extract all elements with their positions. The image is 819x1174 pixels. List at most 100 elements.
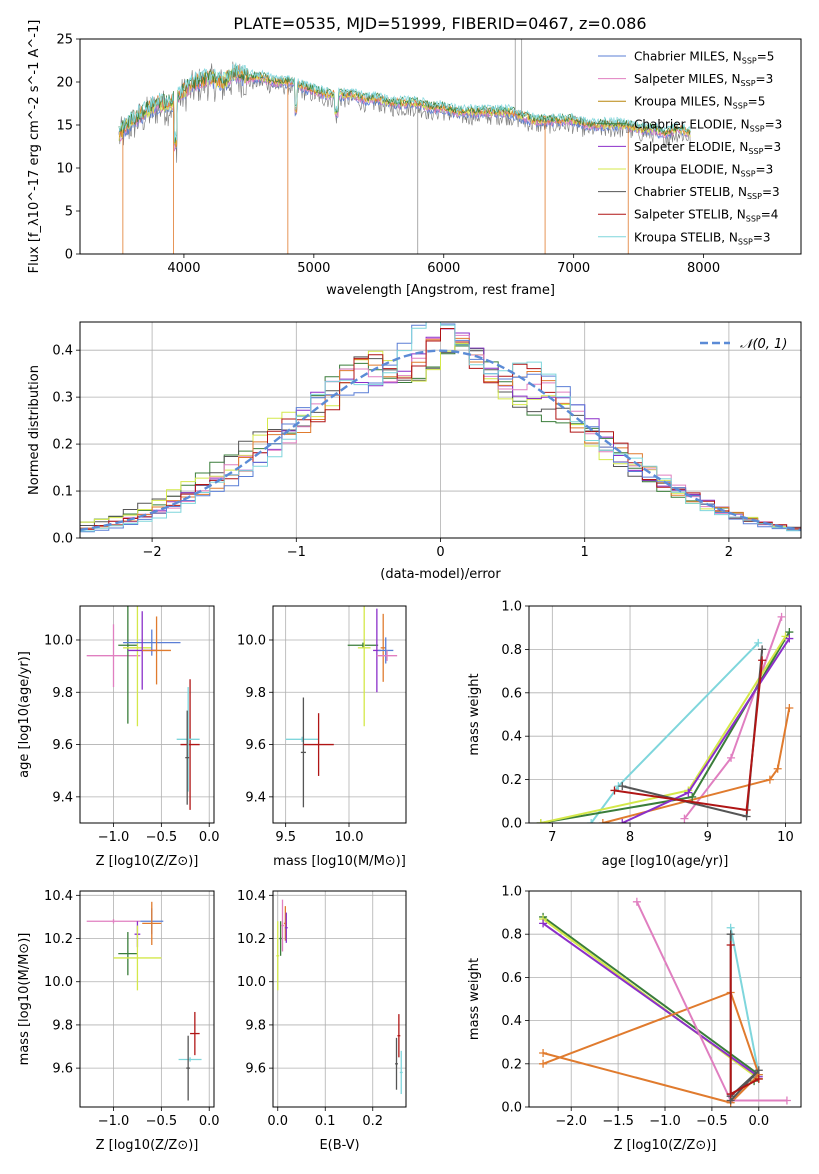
y-axis-label: Normed distribution: [27, 365, 42, 495]
axes-frame: [79, 605, 215, 824]
y-tick-label: 10.0: [44, 975, 73, 990]
x-tick-label: −1.0: [649, 1114, 681, 1129]
y-tick-label: 20: [56, 76, 73, 91]
weight-marker: [785, 703, 794, 712]
figure-title: PLATE=0535, MJD=51999, FIBERID=0467, z=0…: [233, 14, 646, 33]
y-tick-label: 9.6: [52, 738, 73, 753]
x-axis-label: (data-model)/error: [380, 567, 501, 582]
x-tick-label: −0.5: [146, 1114, 178, 1129]
axes-frame: [528, 605, 802, 824]
y-tick-label: 9.6: [245, 738, 266, 753]
x-tick-label: 10.0: [335, 830, 364, 845]
y-tick-label: 5: [65, 205, 73, 220]
x-tick-label: −0.5: [696, 1114, 728, 1129]
weight-marker: [598, 819, 607, 823]
x-tick-label: 0.0: [748, 1114, 769, 1129]
weight-line: [542, 991, 760, 1104]
legend-entry: Kroupa MILES, NSSP=5: [634, 95, 765, 111]
x-tick-label: 10: [777, 830, 794, 845]
axes-frame: [79, 890, 215, 1108]
y-tick-label: 0.2: [501, 773, 522, 788]
legend: Chabrier MILES, NSSP=5 Salpeter MILES, NS…: [598, 50, 782, 246]
legend-entry: Chabrier STELIB, NSSP=3: [634, 185, 780, 201]
mass-weight-vs-age-panel: 7 8 9 10 0.0 0.2 0.4 0.6 0.8 1.0 age [log10(age/yr…: [467, 600, 802, 869]
legend-entry: Kroupa ELODIE, NSSP=3: [634, 163, 773, 179]
x-tick-label: 5000: [297, 261, 330, 276]
y-tick-label: 0.8: [501, 643, 522, 658]
weight-line: [542, 922, 760, 1078]
y-tick-label: 25: [56, 33, 73, 48]
y-axis-label: mass weight: [467, 958, 482, 1040]
weight-marker: [754, 1066, 763, 1075]
weight-marker: [726, 930, 735, 939]
axes-frame: [272, 890, 407, 1108]
x-tick-label: 0.2: [362, 1114, 383, 1129]
x-tick-label: 4000: [167, 261, 200, 276]
x-tick-label: 7: [548, 830, 556, 845]
x-axis-label: age [log10(age/yr)]: [602, 854, 729, 869]
y-tick-label: 10: [56, 162, 73, 177]
y-axis-label: Flux [f_λ10^-17 erg cm^-2 s^-1 A^-1]: [27, 20, 42, 274]
gaussian-curve: [80, 349, 801, 531]
weight-marker: [758, 645, 767, 654]
x-tick-label: 7000: [557, 261, 590, 276]
weight-marker: [587, 819, 596, 823]
x-axis-label: Z [log10(Z/Z⊙)]: [614, 1138, 717, 1153]
spectrum-trace: [118, 62, 691, 143]
weight-marker: [758, 656, 767, 665]
weight-marker: [785, 634, 794, 643]
y-tick-label: 10.0: [44, 633, 73, 648]
plot-area: [80, 322, 801, 533]
legend-entry: Chabrier MILES, NSSP=5: [634, 50, 774, 66]
y-tick-label: 9.8: [245, 1018, 266, 1033]
y-tick-label: 10.4: [44, 889, 73, 904]
x-tick-label: −2.0: [555, 1114, 587, 1129]
y-axis-label: mass weight: [467, 673, 482, 755]
y-tick-label: 9.6: [245, 1062, 266, 1077]
y-tick-label: 10.4: [237, 889, 266, 904]
weight-marker: [539, 1049, 548, 1057]
y-tick-label: 9.6: [52, 1062, 73, 1077]
weight-line: [622, 649, 764, 818]
weight-marker: [742, 805, 751, 814]
weight-marker: [754, 1074, 763, 1083]
y-tick-label: 0: [65, 248, 73, 263]
weight-marker: [727, 753, 736, 762]
y-tick-label: 0.0: [52, 532, 73, 547]
weight-marker: [536, 819, 545, 823]
x-tick-label: 1: [581, 545, 589, 560]
x-axis-label: wavelength [Angstrom, rest frame]: [326, 283, 555, 298]
plot-area: [86, 901, 202, 1101]
legend-entry: 𝒩(0, 1): [740, 337, 787, 352]
weight-line: [602, 707, 791, 823]
weight-line: [729, 927, 760, 1075]
weight-marker: [684, 788, 693, 797]
legend-entry: Salpeter MILES, NSSP=3: [634, 72, 773, 88]
weight-marker: [777, 612, 786, 621]
y-tick-label: 0.4: [52, 344, 73, 359]
spectrum-panel: 4000 5000 6000 7000 8000 0 5 10 15 20 25 Chabrier M…: [27, 20, 802, 298]
x-tick-label: 0: [436, 545, 444, 560]
x-tick-label: 0.0: [199, 830, 220, 845]
x-tick-label: 8: [626, 830, 634, 845]
weight-line: [540, 631, 791, 823]
y-tick-label: 0.2: [52, 438, 73, 453]
x-tick-label: 8000: [687, 261, 720, 276]
y-tick-label: 9.4: [52, 790, 73, 805]
weight-marker: [782, 1096, 791, 1105]
y-tick-label: 0.1: [52, 485, 73, 500]
plot-area: [118, 39, 691, 254]
weight-marker: [726, 941, 735, 949]
spectrum-trace: [118, 65, 691, 148]
y-tick-label: 15: [56, 119, 73, 134]
mass-weight-vs-metallicity-panel: −2.0 −1.5 −1.0 −0.5 0.0 0.0 0.2 0.4 0.6 0.8 1.0 Z […: [467, 885, 802, 1153]
x-axis-label: Z [log10(Z/Z⊙)]: [96, 1138, 199, 1153]
y-tick-label: 9.8: [245, 686, 266, 701]
axes-frame: [272, 605, 407, 824]
y-axis-label: mass [log10(M/M⊙)]: [17, 933, 32, 1066]
weight-marker: [618, 782, 627, 791]
weight-marker: [632, 897, 641, 906]
weight-marker: [754, 638, 763, 647]
axes-frame: [79, 38, 802, 255]
